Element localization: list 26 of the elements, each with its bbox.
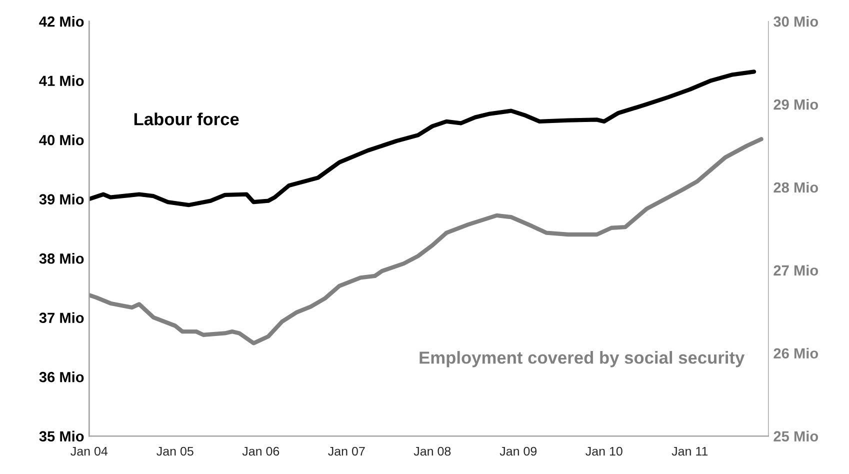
y2-tick-label: 26 Mio — [774, 348, 818, 359]
y-tick-label: 42 Mio — [39, 16, 84, 27]
text: Labour force — [134, 112, 239, 126]
x-tick-label: Jan 11 — [672, 446, 708, 456]
line-series — [89, 70, 756, 208]
line-series — [89, 137, 764, 346]
y2-tick-label: 30 Mio — [774, 16, 818, 27]
y2-tick-label: 27 Mio — [774, 264, 818, 276]
y-tick-label: 39 Mio — [39, 194, 84, 205]
x-tick-label: Jan 06 — [242, 446, 280, 456]
y-tick-label: 41 Mio — [39, 75, 84, 86]
x-tick-label: Jan 05 — [156, 446, 194, 456]
y-tick-label: 38 Mio — [39, 253, 84, 264]
x-tick-label: Jan 04 — [70, 446, 108, 456]
x-tick-label: Jan 09 — [500, 446, 537, 456]
y2-tick-label: 28 Mio — [774, 182, 818, 193]
x-tick-label: Jan 10 — [586, 446, 622, 456]
y-tick-label: 35 Mio — [39, 430, 84, 442]
y-tick-label: 36 Mio — [39, 372, 84, 382]
text: Employment covered by social security — [420, 351, 745, 368]
y2-tick-label: 29 Mio — [774, 98, 818, 110]
y2-tick-label: 25 Mio — [774, 430, 818, 442]
y-tick-label: 37 Mio — [39, 312, 84, 324]
y-tick-label: 40 Mio — [39, 134, 84, 146]
x-tick-label: Jan 07 — [328, 446, 365, 456]
x-tick-label: Jan 08 — [414, 446, 451, 456]
